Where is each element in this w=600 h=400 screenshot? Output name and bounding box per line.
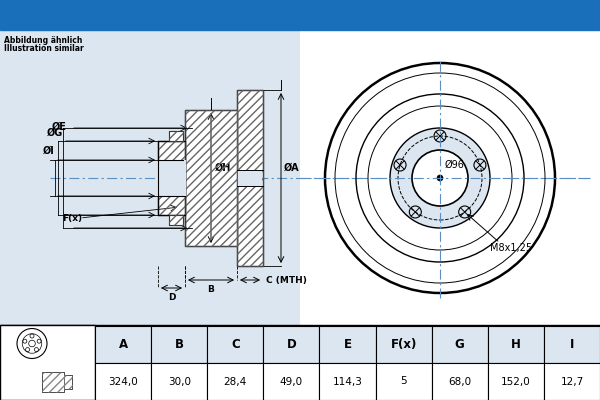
Bar (300, 30, 600, 325)
Text: ØE: ØE (52, 122, 67, 132)
Bar (263, 326, 319, 363)
Text: D: D (168, 293, 175, 302)
Bar (184, 160, 186, 196)
Bar (157, 160, 186, 196)
Circle shape (412, 150, 468, 206)
Bar (95, 363, 151, 400)
Text: 28,4: 28,4 (224, 376, 247, 386)
Text: F(x): F(x) (62, 214, 82, 222)
Text: E: E (343, 338, 352, 351)
Bar (431, 326, 488, 363)
Bar (0, 0, 600, 30)
Bar (151, 326, 207, 363)
Bar (488, 326, 544, 363)
Bar (158, 141, 185, 215)
Bar (319, 363, 376, 400)
Text: 5: 5 (400, 376, 407, 386)
Text: 12,7: 12,7 (560, 376, 584, 386)
Text: ØI: ØI (43, 146, 55, 156)
Text: 430215: 430215 (353, 6, 427, 24)
Bar (263, 363, 319, 400)
Text: C: C (231, 338, 239, 351)
Text: M8x1,25: M8x1,25 (490, 243, 532, 253)
Circle shape (437, 175, 443, 181)
Bar (185, 110, 237, 246)
Bar (169, 215, 183, 225)
Text: F(x): F(x) (391, 338, 417, 351)
Bar (207, 326, 263, 363)
Bar (238, 170, 262, 186)
Text: 68,0: 68,0 (448, 376, 471, 386)
Circle shape (390, 128, 490, 228)
Bar (376, 363, 431, 400)
Bar (169, 131, 183, 141)
Bar (319, 326, 376, 363)
Text: B: B (208, 285, 214, 294)
Bar (488, 363, 544, 400)
Text: A: A (118, 338, 128, 351)
Text: 152,0: 152,0 (501, 376, 531, 386)
Bar (544, 363, 600, 400)
Bar (95, 326, 151, 363)
Bar (64, 374, 72, 388)
Text: 324,0: 324,0 (108, 376, 138, 386)
Text: G: G (455, 338, 464, 351)
Text: ØA: ØA (284, 163, 299, 173)
Text: Illustration similar: Illustration similar (4, 44, 84, 53)
Bar (0, 325, 95, 400)
Bar (42, 372, 64, 392)
Bar (237, 90, 263, 266)
Bar (151, 363, 207, 400)
Text: Abbildung ähnlich: Abbildung ähnlich (4, 36, 82, 45)
Bar (544, 326, 600, 363)
Bar (158, 141, 185, 215)
Text: B: B (175, 338, 184, 351)
Text: 24.0130-0215.1: 24.0130-0215.1 (95, 6, 254, 24)
Text: C (MTH): C (MTH) (266, 276, 307, 284)
Bar (169, 131, 183, 141)
Bar (169, 215, 183, 225)
Text: Ø96: Ø96 (445, 160, 465, 170)
Bar (0, 30, 600, 325)
Bar (237, 90, 263, 266)
Bar (185, 110, 237, 246)
Text: I: I (570, 338, 574, 351)
Bar (207, 363, 263, 400)
Text: 49,0: 49,0 (280, 376, 303, 386)
Text: D: D (287, 338, 296, 351)
Text: ØG: ØG (47, 128, 63, 138)
Bar (42, 372, 64, 392)
Text: 114,3: 114,3 (332, 376, 362, 386)
Text: H: H (511, 338, 521, 351)
Bar (0, 325, 600, 400)
Text: ØH: ØH (215, 163, 232, 173)
Bar (431, 363, 488, 400)
Bar (376, 326, 431, 363)
Text: 30,0: 30,0 (167, 376, 191, 386)
Bar (64, 374, 72, 388)
